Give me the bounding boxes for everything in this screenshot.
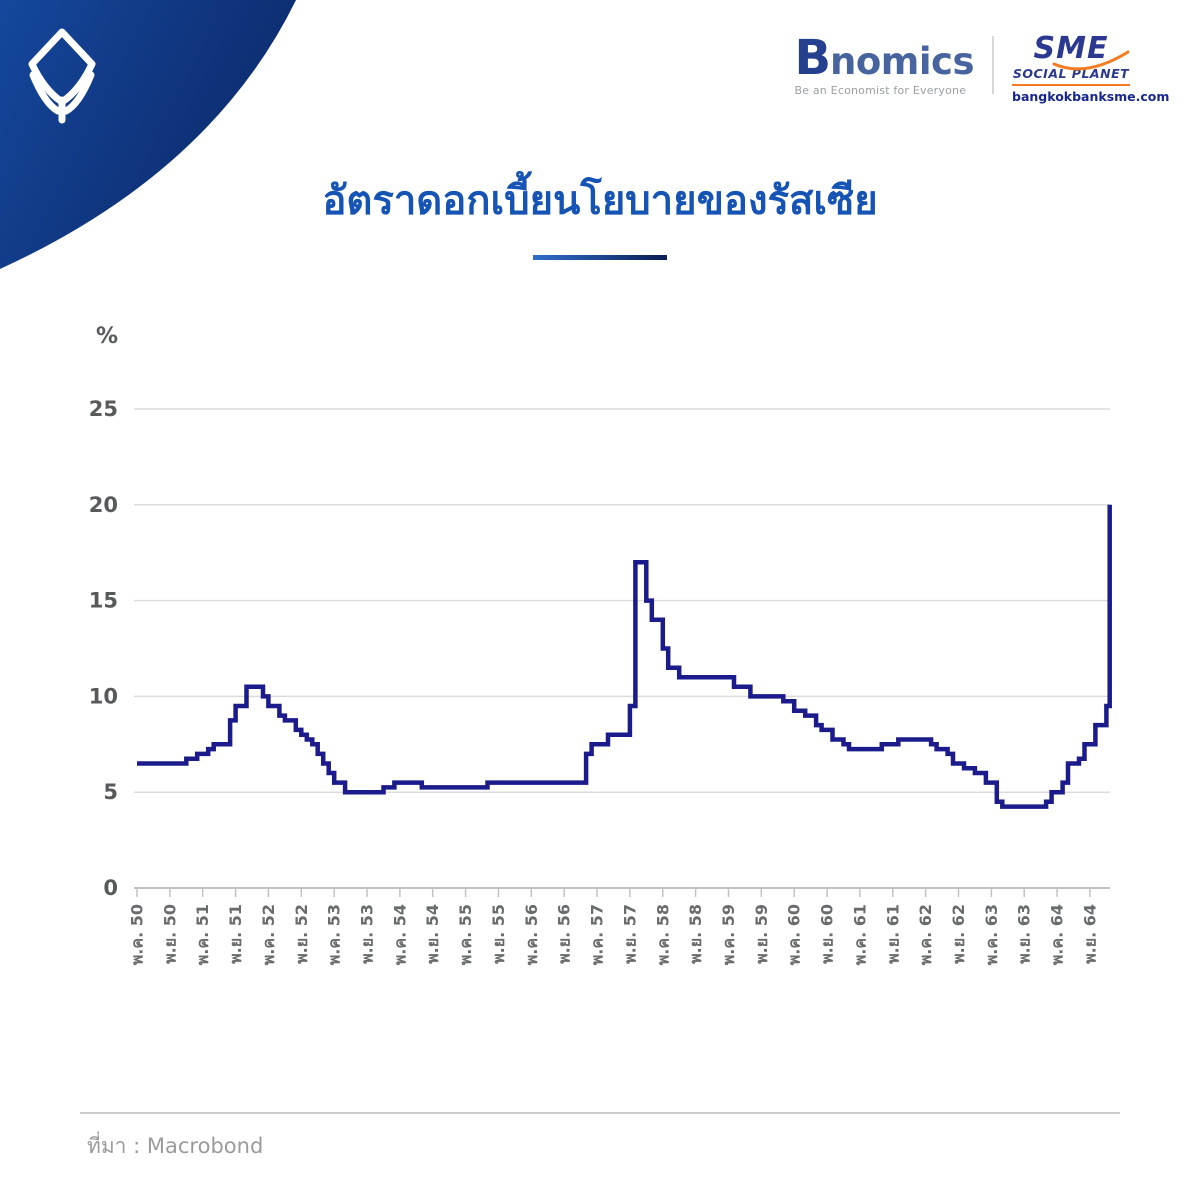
svg-text:พ.ค. 53: พ.ค. 53 — [325, 904, 344, 965]
svg-text:พ.ย. 64: พ.ย. 64 — [1080, 904, 1099, 964]
svg-text:พ.ย. 56: พ.ย. 56 — [555, 904, 574, 964]
svg-text:พ.ค. 61: พ.ค. 61 — [850, 904, 869, 965]
svg-text:พ.ย. 61: พ.ย. 61 — [883, 904, 902, 964]
svg-text:25: 25 — [89, 397, 118, 421]
svg-text:พ.ค. 58: พ.ค. 58 — [653, 904, 672, 965]
page-title: อัตราดอกเบี้ยนโยบายของรัสเซีย — [322, 178, 878, 224]
svg-text:พ.ค. 60: พ.ค. 60 — [785, 904, 804, 965]
svg-text:พ.ย. 63: พ.ย. 63 — [1015, 904, 1034, 964]
svg-text:พ.ค. 56: พ.ค. 56 — [522, 904, 541, 965]
bnomics-tagline: Be an Economist for Everyone — [794, 84, 967, 97]
corner-decoration — [0, 0, 296, 269]
svg-text:พ.ย. 62: พ.ย. 62 — [949, 904, 968, 964]
title-underline — [533, 255, 667, 260]
x-tick-labels: พ.ค. 50 พ.ย. 50 พ.ค. 51 พ.ย. 51 พ.ค. 52 พ.ย. … — [128, 904, 1100, 965]
svg-text:พ.ค. 57: พ.ค. 57 — [588, 904, 607, 965]
y-unit-label: % — [96, 324, 118, 349]
svg-text:20: 20 — [89, 493, 118, 517]
footer-divider — [80, 1112, 1120, 1114]
svg-text:พ.ย. 54: พ.ย. 54 — [423, 904, 442, 964]
svg-text:พ.ค. 54: พ.ค. 54 — [390, 904, 409, 965]
svg-text:15: 15 — [89, 589, 118, 613]
svg-text:พ.ย. 57: พ.ย. 57 — [620, 904, 639, 964]
svg-text:5: 5 — [103, 780, 118, 804]
svg-text:พ.ย. 50: พ.ย. 50 — [160, 904, 179, 964]
source-note: ที่มา : Macrobond — [87, 1134, 264, 1158]
brand-divider — [992, 36, 994, 94]
svg-text:พ.ค. 59: พ.ค. 59 — [719, 904, 738, 965]
y-gridlines — [134, 408, 1110, 889]
svg-text:พ.ย. 53: พ.ย. 53 — [358, 904, 377, 964]
svg-text:10: 10 — [89, 684, 118, 708]
policy-rate-line — [137, 504, 1112, 809]
bnomics-logo: Bnomics Be an Economist for Everyone — [794, 34, 974, 97]
svg-text:พ.ค. 51: พ.ค. 51 — [193, 904, 212, 965]
svg-text:พ.ย. 59: พ.ย. 59 — [752, 904, 771, 964]
svg-text:พ.ย. 60: พ.ย. 60 — [818, 904, 837, 964]
svg-text:พ.ค. 55: พ.ค. 55 — [456, 904, 475, 965]
svg-text:พ.ค. 62: พ.ค. 62 — [916, 904, 935, 965]
svg-text:พ.ค. 63: พ.ค. 63 — [982, 904, 1001, 965]
svg-text:พ.ย. 55: พ.ย. 55 — [489, 904, 508, 964]
svg-text:พ.ย. 52: พ.ย. 52 — [292, 904, 311, 964]
bnomics-rest: nomics — [830, 40, 974, 83]
svg-text:พ.ค. 52: พ.ค. 52 — [259, 904, 278, 965]
corner-shape — [0, 0, 296, 269]
svg-text:พ.ย. 51: พ.ย. 51 — [226, 904, 245, 964]
bnomics-initial: B — [794, 30, 831, 86]
svg-text:พ.ค. 64: พ.ค. 64 — [1048, 904, 1067, 965]
y-tick-labels: 0 5 10 15 20 25% — [89, 324, 118, 900]
bangkok-bank-logo-icon — [28, 28, 96, 124]
bnomics-wordmark: Bnomics — [794, 34, 974, 82]
svg-text:พ.ค. 50: พ.ค. 50 — [128, 904, 147, 965]
svg-text:พ.ย. 58: พ.ย. 58 — [686, 904, 705, 964]
svg-text:0: 0 — [103, 876, 118, 900]
x-axis-ticks — [136, 888, 1091, 897]
